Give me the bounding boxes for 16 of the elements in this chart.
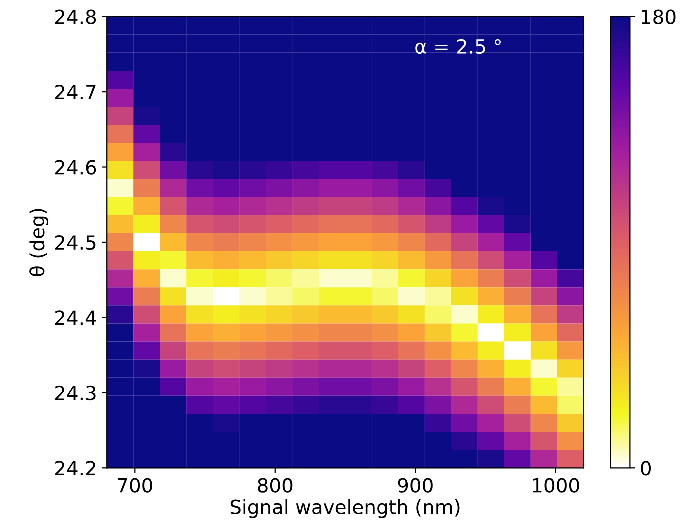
y-tick-label: 24.8	[56, 10, 96, 24]
y-tick-label: 24.2	[56, 461, 96, 476]
y-tick-label: 24.4	[56, 310, 96, 326]
x-tick-label: 700	[118, 478, 152, 493]
y-tick-label: 24.6	[56, 160, 96, 175]
x-tick-label: 1000	[533, 478, 580, 493]
color-bar-label: 180	[642, 10, 676, 24]
y-tick-label: 24.7	[56, 85, 96, 100]
y-tick-label: 24.5	[56, 235, 96, 250]
x-axis-title: Signal wavelength (nm)	[230, 499, 460, 518]
color-bar-label: 0	[641, 461, 651, 476]
annotation: α = 2.5 °	[416, 39, 501, 54]
x-tick-label: 900	[398, 478, 433, 493]
y-axis-title: θ (deg)	[30, 209, 49, 276]
y-tick-label: 24.3	[56, 386, 96, 401]
x-tick-label: 800	[258, 478, 293, 493]
